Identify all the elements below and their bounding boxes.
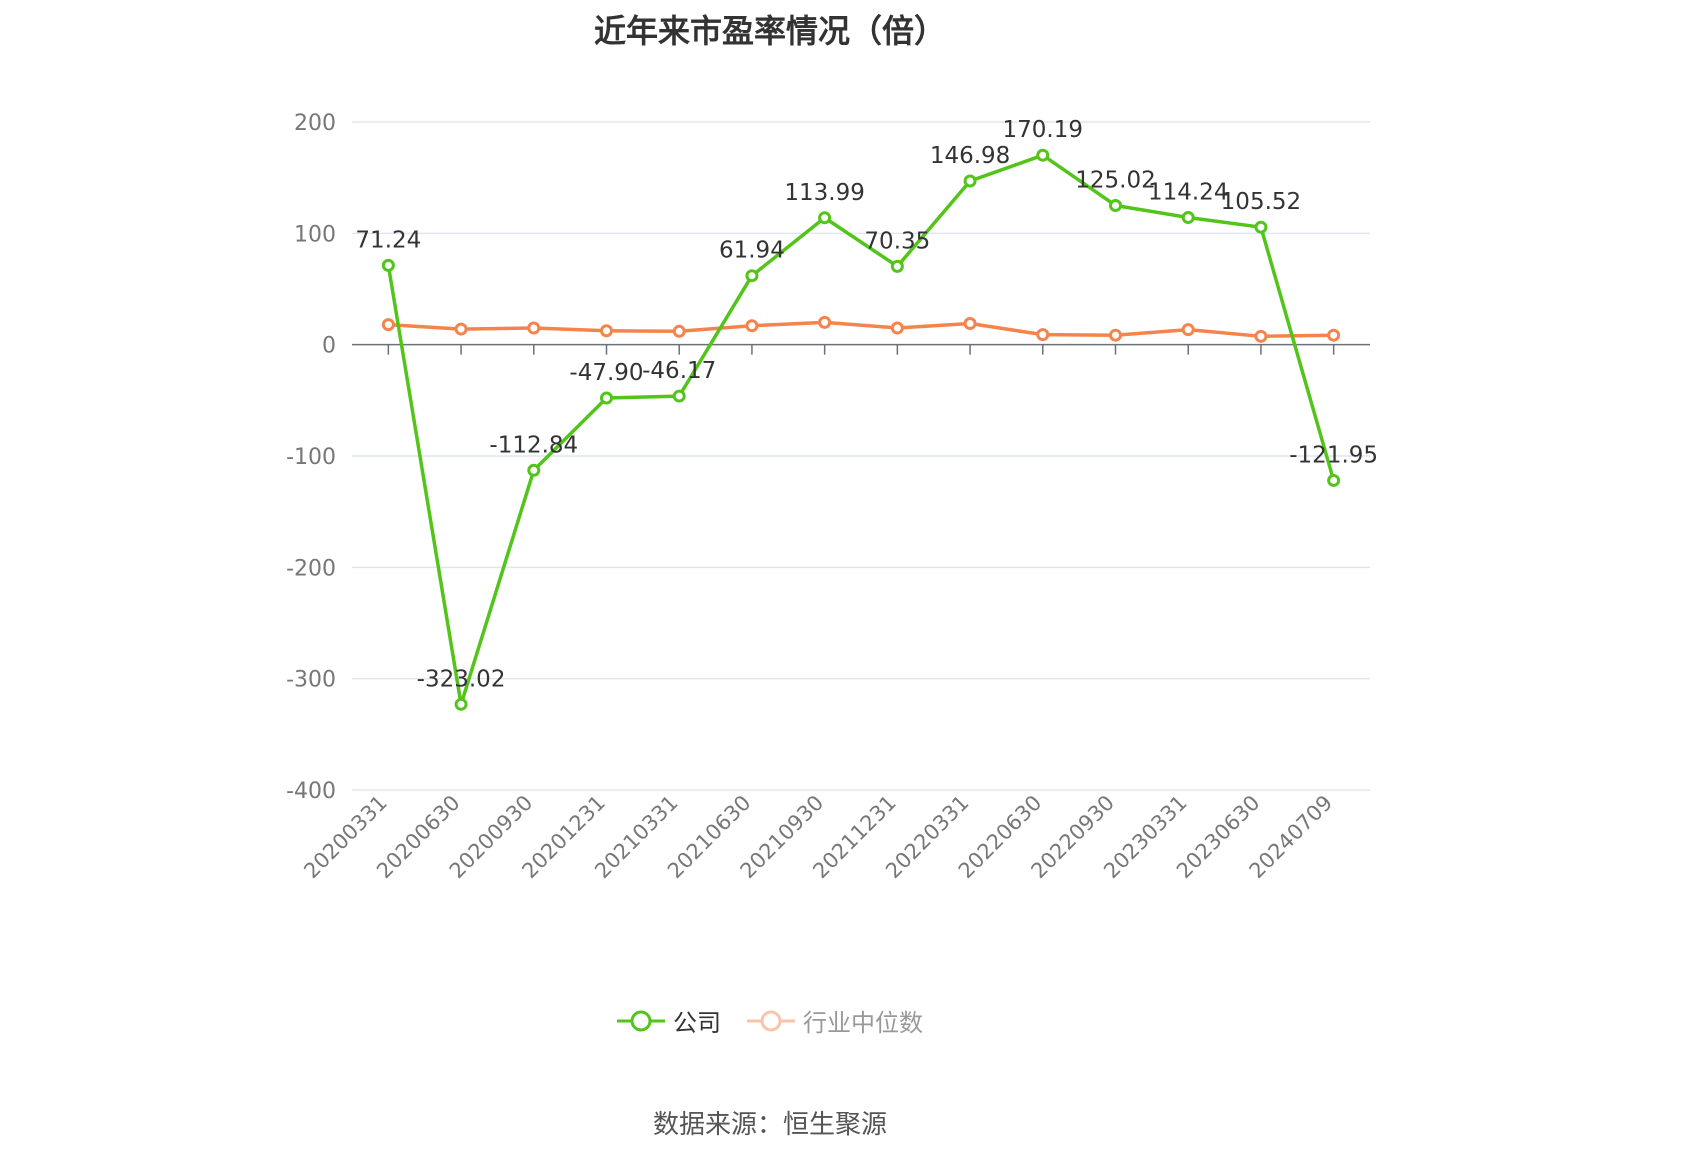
legend-industry-icon <box>747 1010 795 1031</box>
x-axis: 2020033120200630202009302020123120210331… <box>299 343 1370 883</box>
legend-company-label: 公司 <box>673 1009 721 1037</box>
data-point-0 <box>890 259 904 273</box>
legend-item-industry[interactable]: 行业中位数 <box>747 1003 923 1038</box>
data-label: 146.98 <box>930 143 1010 169</box>
data-point-0 <box>745 269 759 283</box>
data-label: 114.24 <box>1148 179 1228 205</box>
y-tick-label: -200 <box>286 556 336 581</box>
data-point-0 <box>454 697 468 711</box>
data-label: 105.52 <box>1221 189 1301 215</box>
grid-lines <box>352 121 1370 791</box>
y-tick-label: -100 <box>286 445 336 470</box>
data-label: -112.84 <box>489 432 578 458</box>
y-axis: 200 100 0 -100 -200 -300 -400 <box>286 111 336 804</box>
legend: 公司 行业中位数 <box>0 1003 1540 1038</box>
series-lines <box>381 148 1341 711</box>
data-point-1 <box>527 321 541 335</box>
y-tick-label: -400 <box>286 779 336 804</box>
data-label: 170.19 <box>1003 117 1083 143</box>
data-point-0 <box>1181 210 1195 224</box>
legend-industry-label: 行业中位数 <box>803 1009 923 1037</box>
data-point-0 <box>1327 473 1341 487</box>
data-label: -323.02 <box>417 666 506 692</box>
series-line-1 <box>388 320 1334 339</box>
data-point-1 <box>1181 323 1195 337</box>
data-point-1 <box>963 317 977 331</box>
legend-item-company[interactable]: 公司 <box>617 1003 721 1038</box>
data-point-1 <box>890 321 904 335</box>
legend-company-icon <box>617 1010 665 1031</box>
data-point-0 <box>1109 198 1122 212</box>
data-label: 61.94 <box>719 238 785 264</box>
data-label: 71.24 <box>355 227 421 253</box>
data-label: 113.99 <box>784 180 864 206</box>
data-point-1 <box>600 324 613 338</box>
data-point-0 <box>1036 148 1050 162</box>
data-point-0 <box>963 174 977 188</box>
series-line-0 <box>386 153 1336 707</box>
data-label: 125.02 <box>1075 167 1155 193</box>
data-point-1 <box>745 319 759 333</box>
chart-title: 近年来市盈率情况（倍） <box>593 12 946 50</box>
data-label: 70.35 <box>864 228 930 254</box>
data-point-1 <box>1109 328 1122 342</box>
data-labels: 71.24 -323.02 -112.84 -47.90-46.17 61.94 113.… <box>355 117 1378 692</box>
data-label: -46.17 <box>642 358 716 384</box>
data-point-0 <box>527 463 541 477</box>
data-point-0 <box>1254 220 1268 234</box>
y-tick-label: -300 <box>286 668 336 693</box>
y-tick-label: 0 <box>322 334 336 359</box>
y-tick-label: 100 <box>294 222 336 247</box>
data-point-1 <box>381 318 395 332</box>
data-point-1 <box>1036 328 1050 342</box>
data-point-1 <box>672 324 686 338</box>
data-point-1 <box>818 315 832 329</box>
data-point-1 <box>1254 329 1268 343</box>
line-chart: 200 100 0 -100 -200 -300 -400 2020033120200630… <box>286 111 1378 883</box>
y-tick-label: 200 <box>294 111 336 136</box>
data-point-1 <box>454 322 468 336</box>
data-point-0 <box>818 211 832 225</box>
data-point-0 <box>381 258 395 272</box>
data-source: 数据来源：恒生聚源 <box>652 1110 887 1140</box>
data-label: -47.90 <box>569 360 643 386</box>
data-point-1 <box>1327 328 1341 342</box>
data-label: -121.95 <box>1289 442 1378 468</box>
data-point-0 <box>672 389 686 403</box>
data-point-0 <box>600 391 613 405</box>
